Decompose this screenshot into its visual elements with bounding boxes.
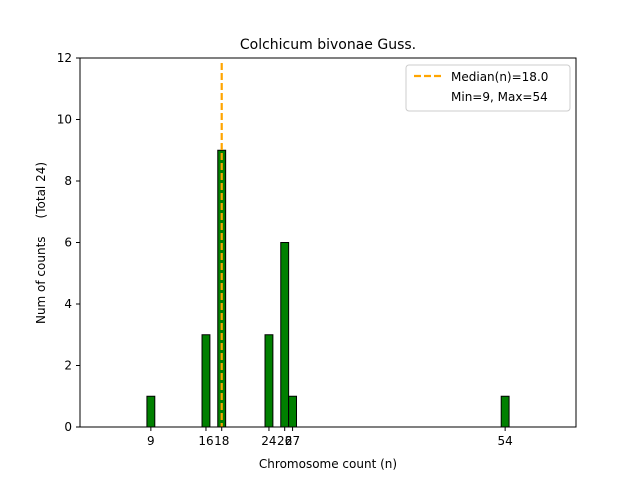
y-axis-ticks: 0 2 4 6 8 10 12 (57, 51, 80, 434)
x-tick-label: 54 (498, 434, 513, 448)
legend-entry-minmax: Min=9, Max=54 (451, 90, 548, 104)
y-tick-label: 6 (64, 236, 72, 250)
legend-entry-median: Median(n)=18.0 (451, 70, 548, 84)
y-tick-label: 4 (64, 297, 72, 311)
y-tick-label: 10 (57, 113, 72, 127)
legend: Median(n)=18.0 Min=9, Max=54 (405, 64, 571, 112)
chart-title: Colchicum bivonae Guss. (240, 37, 416, 53)
bar-9 (146, 395, 156, 428)
x-tick-label: 18 (214, 434, 229, 448)
y-tick-label: 8 (64, 174, 72, 188)
y-tick-label: 12 (57, 51, 72, 65)
x-tick-label: 24 (261, 434, 276, 448)
bar-27 (288, 395, 298, 428)
x-axis-label: Chromosome count (n) (259, 457, 397, 471)
y-tick-label: 0 (64, 420, 72, 434)
bar-26 (280, 242, 290, 428)
bar-24 (264, 334, 274, 428)
y-axis-label-main: Num of counts (34, 236, 48, 324)
x-tick-label: 9 (147, 434, 155, 448)
y-axis-label: Num of counts (Total 24) (34, 162, 48, 324)
y-tick-label: 2 (64, 359, 72, 373)
x-tick-label: 27 (285, 434, 300, 448)
bar-16 (201, 334, 211, 428)
x-tick-label: 26 (277, 434, 292, 448)
y-axis-label-total: (Total 24) (34, 162, 48, 218)
x-tick-label: 16 (198, 434, 213, 448)
legend-frame (405, 64, 571, 112)
bar-54 (500, 395, 510, 428)
